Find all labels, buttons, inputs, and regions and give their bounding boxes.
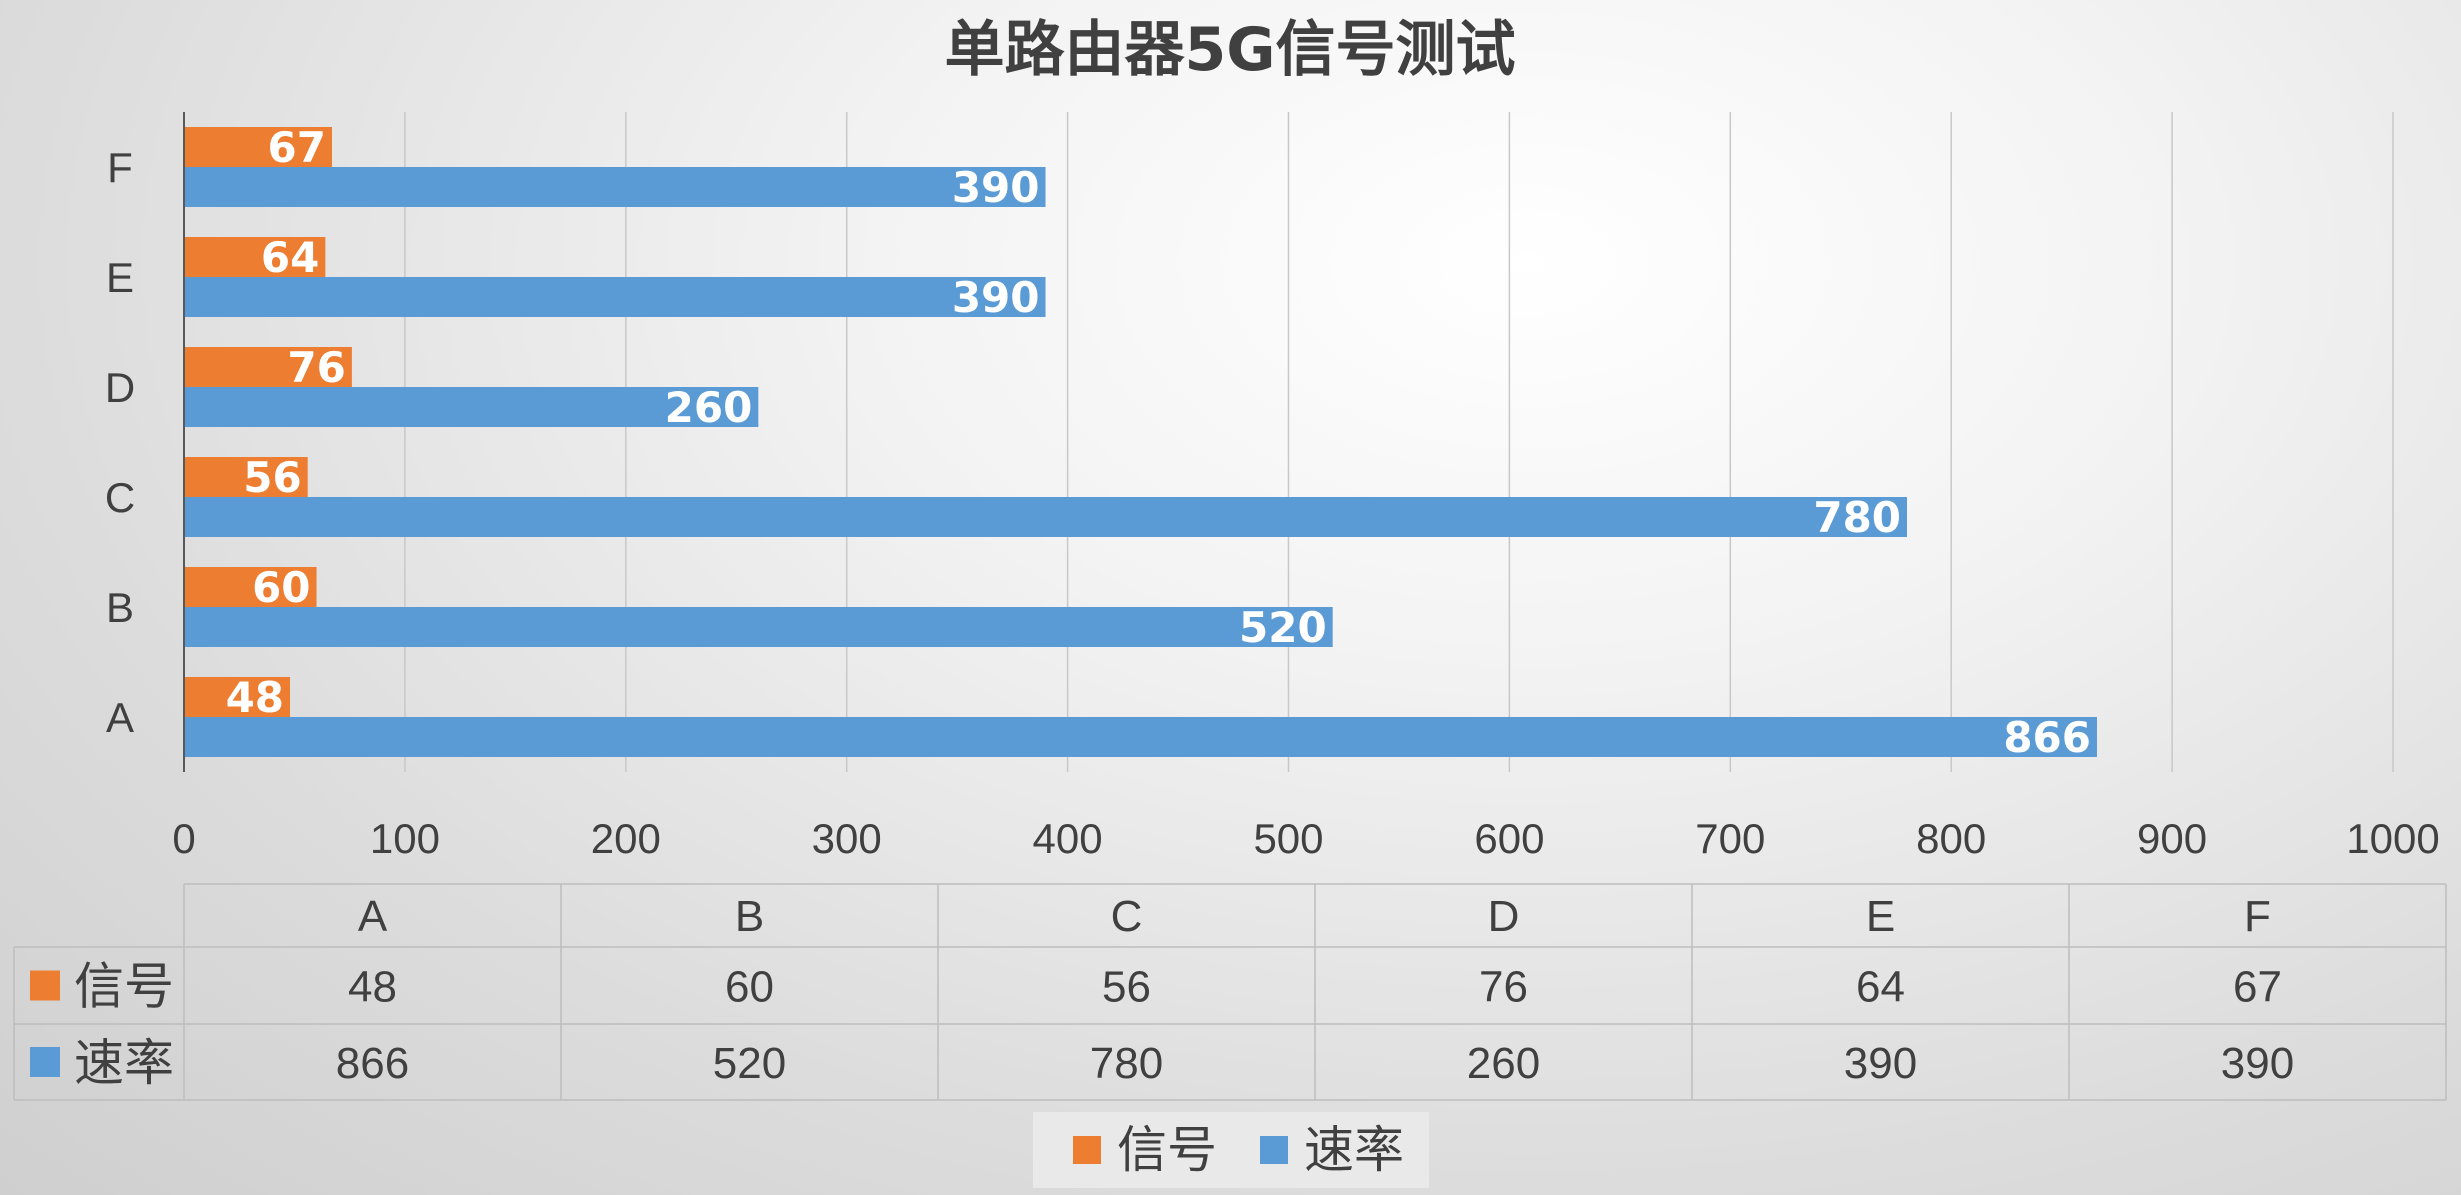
category-label: E [106,254,134,301]
legend-label: 速率 [1304,1121,1404,1179]
table-series-label: 信号 [74,958,174,1016]
table-series-label: 速率 [74,1034,174,1092]
x-tick-label: 300 [812,815,882,862]
gridlines [404,112,2394,772]
table-cell: 260 [1467,1039,1540,1088]
bar-signal [184,677,291,717]
table-cell: 390 [2221,1039,2294,1088]
x-tick-label: 200 [591,815,661,862]
table-legend-key [30,970,60,1001]
bar-signal [184,127,333,167]
x-tick-label: 0 [172,815,195,862]
category-label: C [105,474,135,521]
legend: 信号 速率 [1033,1112,1429,1188]
x-tick-label: 400 [1033,815,1103,862]
category-label: D [105,364,135,411]
x-tick-label: 700 [1695,815,1765,862]
table-cell: 48 [348,963,397,1012]
bar-rate [184,167,1046,207]
table-header-cell: F [2244,892,2271,941]
table-cell: 64 [1856,963,1905,1012]
x-tick-label: 900 [2137,815,2207,862]
data-label: 48 [226,673,284,722]
category-label: F [107,144,133,191]
table-cell: 60 [725,963,774,1012]
table-header-cell: A [358,892,388,941]
x-tick-label: 600 [1474,815,1544,862]
table-cell: 76 [1479,963,1528,1012]
data-label: 390 [952,163,1040,212]
table-cell: 780 [1090,1039,1163,1088]
data-label: 866 [2003,713,2091,762]
x-tick-label: 1000 [2346,815,2439,862]
bar-signal [184,457,308,497]
data-label: 76 [287,343,345,392]
table-legend-key [30,1047,60,1077]
bar-rate [184,607,1333,647]
legend-label: 信号 [1117,1121,1217,1179]
x-tick-label: 800 [1916,815,1986,862]
data-label: 390 [952,273,1040,322]
bar-signal [184,567,317,607]
bar-signal [184,347,352,387]
bar-signal [184,237,326,277]
table-cell: 866 [336,1039,409,1088]
chart-title: 单路由器5G信号测试 [945,15,1516,85]
x-tick-label: 100 [370,815,440,862]
bar-rate [184,717,2097,757]
table-cell: 67 [2233,963,2282,1012]
bar-rate [184,387,759,427]
x-tick-label: 500 [1253,815,1323,862]
legend-key [1073,1136,1101,1164]
axes: 0 100 200 300 400 500 600 700 800 900 1000 A B C D E F [105,112,2440,862]
table-header-cell: E [1866,892,1895,941]
table-cell: 390 [1844,1039,1917,1088]
table-header-cell: C [1111,892,1143,941]
data-label: 67 [268,123,326,172]
bars: 48 866 60 520 56 780 76 260 64 390 67 390 [184,123,2097,762]
data-label: 56 [243,453,301,502]
data-label: 260 [665,383,753,432]
data-label: 64 [261,233,319,282]
table-cell: 520 [713,1039,786,1088]
bar-rate [184,277,1046,317]
data-label: 520 [1239,603,1327,652]
legend-key [1260,1136,1288,1164]
table-cell: 56 [1102,963,1151,1012]
data-label: 780 [1813,493,1901,542]
data-table: A B C D E F 信号 48 60 56 76 64 67 速率 866 520 780 260 390 390 [13,883,2447,1101]
table-header-cell: D [1488,892,1520,941]
category-label: B [106,584,134,631]
data-label: 60 [252,563,310,612]
bar-rate [184,497,1908,537]
table-header-cell: B [735,892,764,941]
category-label: A [106,694,134,741]
